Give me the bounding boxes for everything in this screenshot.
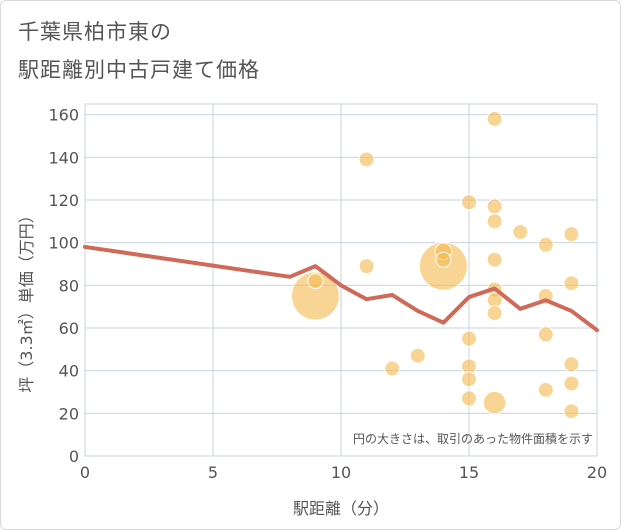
scatter-point [461,390,477,407]
bubbles [290,110,580,420]
scatter-point [486,198,503,215]
y-tick-label: 0 [69,447,79,466]
y-tick-label: 40 [59,362,79,381]
scatter-point [358,258,375,275]
scatter-point [290,271,340,321]
scatter-point [486,213,503,230]
y-tick-label: 100 [48,234,79,253]
bubble-size-note: 円の大きさは、取引のあった物件面積を示す [353,431,593,446]
x-tick-label: 15 [459,463,479,482]
scatter-point [537,326,554,343]
scatter-point [486,251,503,268]
chart-title-line2: 駅距離別中古戸建て価格 [18,58,260,82]
x-tick-label: 20 [587,463,607,482]
scatter-point [461,371,477,388]
x-axis-label: 駅距離（分） [293,499,389,518]
y-tick-label: 80 [59,276,79,295]
y-axis-label: 坪（3.3㎡）単価（万円） [17,207,36,392]
scatter-point [537,381,554,398]
tick-labels: 0 20 40 60 80 100 120 140 160 0 5 10 15 20 [48,106,607,482]
scatter-point [512,224,529,240]
scatter-point [461,194,477,211]
x-tick-label: 0 [80,463,90,482]
scatter-point [461,330,477,347]
y-tick-label: 60 [59,319,79,338]
y-tick-label: 140 [48,148,79,167]
scatter-point [563,275,580,292]
scatter-point [307,273,324,290]
chart-title-line1: 千葉県柏市東の [18,20,172,44]
scatter-point [486,305,503,322]
y-tick-label: 120 [48,191,79,210]
scatter-point [409,347,426,364]
scatter-point [482,390,507,415]
series-line-average [83,244,599,333]
scatter-point [384,360,401,377]
scatter-point [563,375,580,392]
scatter-point [486,110,503,127]
x-tick-label: 5 [208,463,218,482]
y-tick-label: 160 [48,106,79,125]
scatter-point [435,251,452,268]
average-line [83,244,599,333]
scatter-point [563,403,580,420]
scatter-point [563,226,580,243]
scatter-point [358,151,375,168]
scatter-point [563,356,580,373]
y-tick-label: 20 [59,404,79,423]
x-tick-label: 10 [331,463,351,482]
scatter-point [537,236,554,253]
